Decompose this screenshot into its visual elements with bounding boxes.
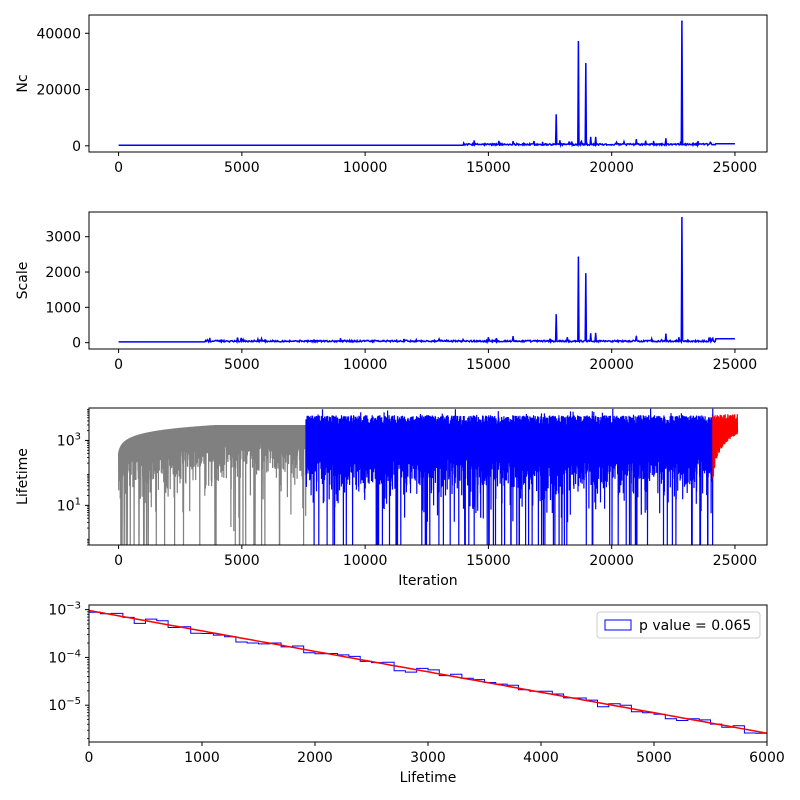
y-tick-label: 40000 [36,26,81,42]
y-tick-label: 10−3 [48,601,81,619]
axes-frame [88,407,768,546]
x-tick-label: 15000 [466,357,511,373]
x-tick-label: 2000 [297,750,333,766]
lifetime-series-burn-in [118,424,307,545]
x-tick-label: 20000 [589,160,634,176]
spike-point [681,20,683,22]
x-tick-label: 0 [114,160,123,176]
scale-panel: 0 5000 10000 15000 20000 25000 0 1000 2000 3000 Sc… [15,211,768,373]
legend-swatch [604,619,632,631]
y-tick-label: 2000 [45,265,81,281]
x-tick-label: 0 [114,357,123,373]
lifetime-panel: 0 5000 10000 15000 20000 25000 101 103 Lifetime I… [15,407,768,589]
spike-point [438,338,440,340]
spike-point [594,332,597,335]
x-tick-label: 5000 [224,160,260,176]
spike-point [635,138,638,141]
spike-point [559,139,561,142]
spike-point [652,140,655,143]
x-tick-label: 3000 [410,750,446,766]
spike-point [577,256,580,258]
fit-line [89,609,767,734]
y-tick-label: 1000 [45,300,81,316]
spike-point [615,141,618,144]
spike-point [681,216,683,219]
spike-point [584,272,587,275]
x-tick-label: 5000 [636,750,672,766]
x-tick-label: 10000 [343,553,388,569]
spike-point [577,40,580,43]
spike-point [555,313,558,316]
spike-point [665,333,667,335]
spike-point [555,114,558,116]
x-tick-label: 1000 [184,750,220,766]
spike-point [589,136,592,139]
y-tick-label: 10−4 [48,648,81,666]
x-tick-label: 25000 [713,357,758,373]
x-tick-label: 15000 [466,160,511,176]
legend-box [596,611,761,639]
y-tick-label: 20000 [36,83,81,99]
y-tick-label: 10−5 [48,696,81,714]
y-axis-label: Nc [15,74,31,92]
x-tick-label: 10000 [343,160,388,176]
x-axis-label: Lifetime [400,770,457,786]
spike-point [209,337,211,340]
x-tick-label: 4000 [523,750,559,766]
y-tick-label: 103 [57,431,81,449]
x-tick-label: 25000 [713,553,758,569]
x-tick-label: 0 [114,553,123,569]
spike-point [339,337,342,340]
x-tick-label: 5000 [224,553,260,569]
spike-point [512,335,514,338]
y-axis-label: Lifetime [15,448,31,505]
series-line [118,217,735,345]
lifetime-histogram-panel: 0 1000 2000 3000 4000 5000 6000 10−5 10−4 10−3 Lif… [48,601,784,786]
x-tick-label: 20000 [589,553,634,569]
spike-point [709,141,712,144]
y-tick-label: 101 [57,496,81,514]
spike-point [665,137,667,140]
y-axis-label: Scale [15,262,31,300]
x-tick-label: 20000 [589,357,634,373]
spike-point [541,141,544,144]
y-tick-label: 3000 [45,230,81,246]
spike-point [594,136,597,139]
lifetime-series-tail [712,414,739,479]
spike-point [709,337,712,339]
spike-point [512,140,514,143]
legend: p value = 0.065 [596,611,761,639]
y-tick-label: 0 [72,139,81,155]
x-axis-label: Iteration [398,573,457,589]
x-tick-label: 25000 [713,160,758,176]
spike-point [584,62,587,65]
series-line [118,21,735,148]
axes-frame [88,14,768,153]
x-tick-label: 6000 [749,750,785,766]
spike-point [589,333,592,335]
legend-label: p value = 0.065 [639,618,751,634]
axes-frame [88,211,768,350]
x-tick-label: 0 [85,750,94,766]
spike-point [697,140,699,143]
y-tick-label: 0 [72,336,81,352]
x-tick-label: 15000 [466,553,511,569]
x-tick-label: 10000 [343,357,388,373]
nc-panel: 0 5000 10000 15000 20000 25000 0 20000 40000 Nc [15,14,768,176]
lifetime-series-main [305,408,714,545]
x-tick-label: 5000 [224,357,260,373]
spike-point [635,335,638,338]
